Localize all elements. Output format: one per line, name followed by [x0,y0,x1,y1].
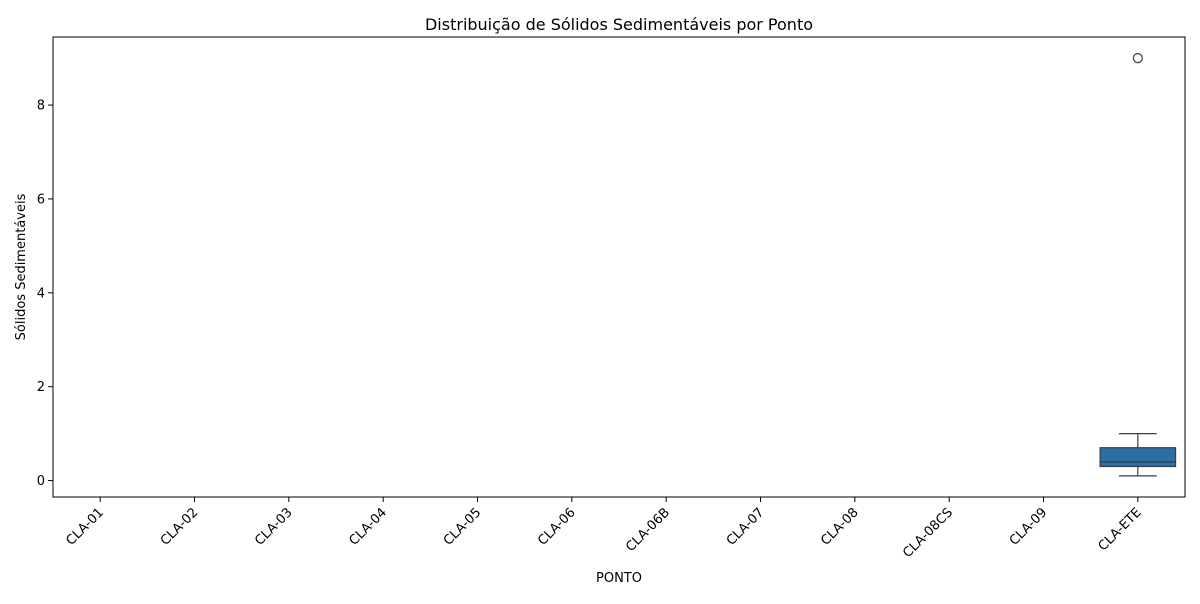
y-tick-label: 6 [37,192,45,207]
x-tick-label: CLA-03 [252,505,295,548]
x-tick-label: CLA-04 [347,505,390,548]
x-tick-label: CLA-02 [158,505,201,548]
box-body [1099,447,1177,468]
chart-title: Distribuição de Sólidos Sedimentáveis po… [425,15,813,34]
x-tick-label: CLA-08CS [900,505,956,561]
x-tick-label: CLA-09 [1007,505,1050,548]
x-tick-label: CLA-05 [441,505,484,548]
box-series [1099,53,1177,477]
outlier-point [1132,53,1143,64]
y-tick-label: 4 [37,286,45,301]
x-tick-label: CLA-08 [818,505,861,548]
x-tick-label: CLA-06B [623,505,673,555]
y-tick-label: 8 [37,99,45,114]
x-axis-label: PONTO [596,571,642,586]
x-tick-label: CLA-07 [724,505,767,548]
x-tick-label: CLA-06 [535,505,578,548]
y-tick-label: 0 [37,474,45,489]
y-tick-label: 2 [37,380,45,395]
y-axis-label: Sólidos Sedimentáveis [14,193,29,340]
x-tick-label: CLA-ETE [1096,505,1145,554]
x-tick-label: CLA-01 [64,505,107,548]
y-axis: 0 2 4 6 8 [37,99,53,489]
x-axis: CLA-01 CLA-02 CLA-03 CLA-04 CLA-05 CLA-06 CLA-… [64,497,1145,561]
plot-area-frame [52,36,1186,498]
